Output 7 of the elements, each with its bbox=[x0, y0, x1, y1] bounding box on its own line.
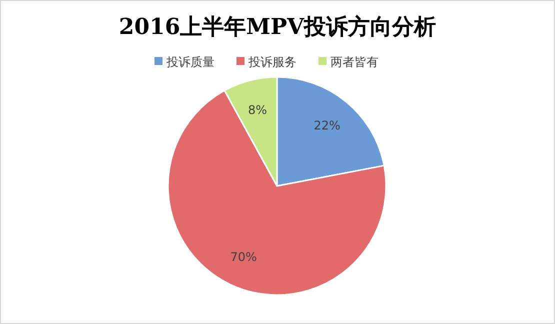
data-label: 70% bbox=[230, 250, 257, 264]
data-label: 8% bbox=[248, 103, 268, 118]
legend-label: 投诉质量 bbox=[166, 55, 214, 70]
chart-title: 2016上半年MPV投诉方向分析 bbox=[118, 14, 436, 40]
data-label: 22% bbox=[314, 118, 340, 133]
legend-label: 投诉服务 bbox=[248, 55, 296, 70]
legend-label: 两者皆有 bbox=[330, 55, 378, 70]
